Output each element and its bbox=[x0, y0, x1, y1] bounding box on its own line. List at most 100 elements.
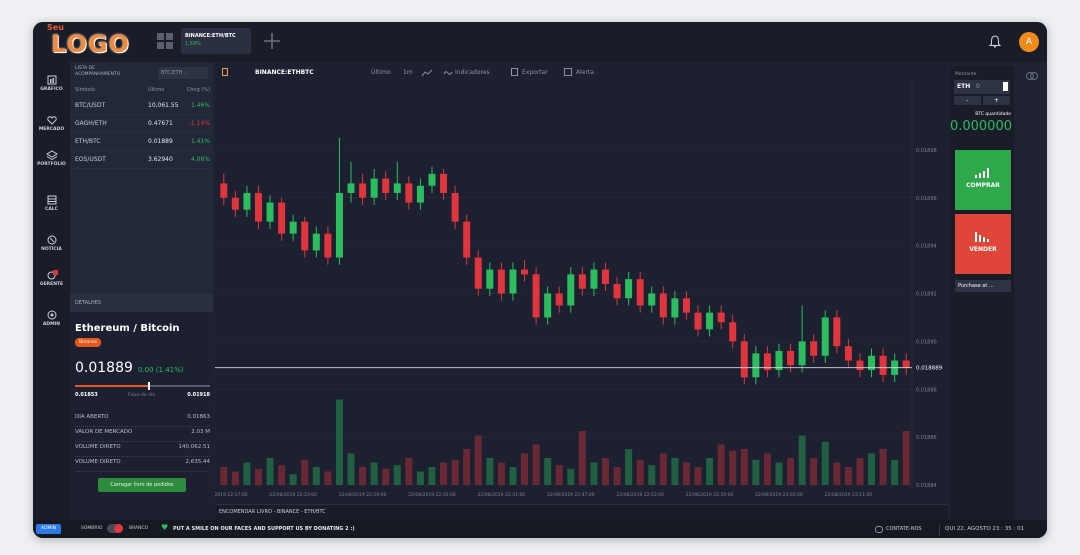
price-type[interactable]: Último bbox=[371, 69, 391, 76]
price-change: 0.00 (1.41%) bbox=[138, 366, 184, 374]
buy-button[interactable]: COMPRAR bbox=[955, 150, 1011, 210]
candle-body bbox=[266, 202, 274, 222]
logo-prefix: Seu bbox=[47, 23, 64, 32]
donate-message[interactable]: PUT A SMILE ON OUR FACES AND SUPPORT US … bbox=[173, 526, 355, 532]
y-tick-label: 0.01894 bbox=[916, 244, 937, 250]
trade-panel: Montante ETH 0 - + BTC quantidade 0.0000… bbox=[950, 66, 1014, 520]
volume-bar bbox=[775, 462, 783, 485]
stat-row: DIA ABERTO 0.01863 bbox=[75, 414, 210, 427]
sidebar-icon bbox=[45, 150, 58, 160]
volume-bar bbox=[879, 449, 887, 485]
candle-body bbox=[740, 341, 748, 378]
sidebar-label: GRÁFICO bbox=[40, 87, 63, 92]
sidebar-icon bbox=[47, 235, 56, 245]
indicators[interactable]: Indicadores bbox=[455, 69, 490, 76]
sidebar-item[interactable]: GRÁFICO bbox=[33, 75, 70, 92]
volume-bar bbox=[347, 453, 355, 485]
interval[interactable]: 1m bbox=[403, 69, 413, 76]
watchlist-row[interactable]: ETH/BTC 0.01889 1.41% bbox=[70, 133, 213, 151]
volume-bar bbox=[902, 431, 910, 485]
sidebar-item[interactable]: PORTFÓLIO bbox=[33, 150, 70, 167]
candle-body bbox=[787, 350, 795, 366]
spinner[interactable] bbox=[1003, 82, 1008, 91]
watchlist-row[interactable]: GAGH/ETH 0.47671 -1.14% bbox=[70, 115, 213, 133]
btc-amount: 0.000000 bbox=[949, 119, 1012, 134]
theme-dark[interactable]: SOMBRIO bbox=[81, 526, 103, 531]
candle-body bbox=[370, 178, 378, 198]
bookmark-icon[interactable] bbox=[222, 68, 228, 76]
sidebar-label: GERENTE bbox=[39, 282, 64, 287]
candle-body bbox=[231, 197, 239, 210]
volume-bar bbox=[613, 467, 621, 485]
load-order-book[interactable]: Carregar livro de pedidos bbox=[98, 478, 186, 492]
sidebar-item[interactable]: MERCADO bbox=[33, 115, 70, 132]
volume-bar bbox=[289, 474, 297, 485]
symbol-tab[interactable]: BINANCE:ETH/BTC 1,59% bbox=[181, 28, 251, 54]
volume-bar bbox=[474, 435, 482, 485]
volume-bar bbox=[243, 462, 251, 485]
sidebar-label: MERCADO bbox=[38, 127, 65, 132]
sidebar-icon bbox=[47, 75, 56, 85]
layout-icon[interactable] bbox=[157, 33, 173, 49]
column-header: Símbolo bbox=[75, 87, 96, 93]
sidebar-label: ADMIN bbox=[42, 322, 61, 327]
theme-light[interactable]: BRANCO bbox=[129, 526, 149, 531]
volume-bar bbox=[335, 399, 343, 485]
candle-body bbox=[532, 274, 540, 318]
sidebar-label: CALC bbox=[45, 207, 58, 212]
watchlist-select[interactable]: BTC/ETH ... bbox=[158, 67, 208, 79]
chart-symbol[interactable]: BINANCE:ETHBTC bbox=[255, 69, 314, 76]
alert[interactable]: Alerta bbox=[576, 69, 594, 76]
amount-asset: ETH bbox=[957, 83, 971, 90]
pair-name: Ethereum / Bitcoin bbox=[75, 323, 180, 334]
order-book-title[interactable]: ENCOMENDAR LIVRO - BINANCE - ETH/BTC bbox=[219, 509, 326, 515]
column-header: Chng (%) bbox=[186, 87, 210, 93]
heart-icon: ♥ bbox=[161, 523, 169, 532]
candle-body bbox=[509, 269, 517, 294]
stat-value: 0.01863 bbox=[187, 414, 210, 420]
volume-bar bbox=[717, 444, 725, 485]
volume-bar bbox=[324, 471, 332, 485]
details-header bbox=[70, 294, 213, 312]
candle-body bbox=[474, 257, 482, 289]
candle-body bbox=[289, 221, 297, 234]
volume-bar bbox=[440, 462, 448, 485]
export[interactable]: Exportar bbox=[522, 69, 548, 76]
tab-change: 1,59% bbox=[185, 41, 201, 47]
admin-badge[interactable]: ADMIN bbox=[36, 524, 62, 534]
volume-bar bbox=[763, 453, 771, 485]
theme-toggle[interactable] bbox=[107, 524, 123, 533]
watchlist-row[interactable]: BTC/USDT 10,061.55 1.46% bbox=[70, 97, 213, 115]
contact[interactable]: CONTATE-NOS bbox=[875, 524, 940, 536]
avatar[interactable]: A bbox=[1019, 32, 1039, 52]
sidebar-item[interactable]: GERENTE bbox=[33, 270, 70, 287]
volume-bar bbox=[659, 453, 667, 485]
purchase-select[interactable]: Purchase at ... bbox=[955, 280, 1011, 292]
volume-bar bbox=[844, 467, 852, 485]
amount-input[interactable]: ETH 0 bbox=[954, 80, 1010, 94]
watchlist-row[interactable]: EOS/USDT 3.62940 4.06% bbox=[70, 151, 213, 169]
y-tick-label: 0.01896 bbox=[916, 196, 937, 202]
candle-body bbox=[763, 353, 771, 371]
add-tab[interactable] bbox=[263, 32, 281, 50]
decrement[interactable]: - bbox=[954, 96, 981, 105]
candle-body bbox=[567, 274, 575, 306]
settings-icon[interactable] bbox=[1025, 70, 1039, 82]
sidebar-icon bbox=[47, 195, 56, 205]
candle-body bbox=[359, 183, 367, 198]
sell-button[interactable]: VENDER bbox=[955, 214, 1011, 274]
notifications[interactable] bbox=[989, 35, 1001, 48]
sidebar-item[interactable]: NOTÍCIA bbox=[33, 235, 70, 252]
volume-bar bbox=[509, 467, 517, 485]
increment[interactable]: + bbox=[983, 96, 1010, 105]
sidebar-item[interactable]: CALC bbox=[33, 195, 70, 212]
chat-icon bbox=[875, 526, 883, 533]
sidebar-icon bbox=[47, 270, 58, 280]
volume-bar bbox=[578, 431, 586, 485]
logo[interactable]: LOGO bbox=[51, 30, 130, 58]
chart-style[interactable] bbox=[421, 69, 433, 77]
range-knob bbox=[148, 382, 150, 390]
sidebar-item[interactable]: ADMIN bbox=[33, 310, 70, 327]
amount-value: 0 bbox=[976, 83, 980, 90]
stat-value: 2.03 M bbox=[191, 429, 210, 435]
